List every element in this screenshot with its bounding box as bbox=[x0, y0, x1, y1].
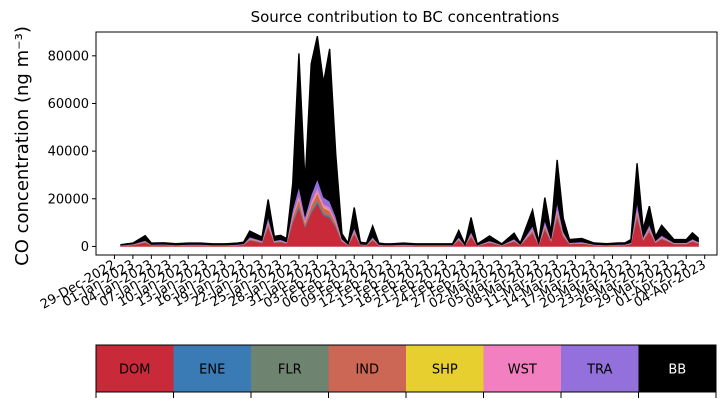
legend-label-tra: TRA bbox=[586, 363, 612, 378]
area-series-bb bbox=[120, 36, 699, 246]
legend-label-wst: WST bbox=[508, 363, 537, 378]
y-tick-label: 40000 bbox=[48, 145, 89, 160]
area-series-tra bbox=[120, 178, 699, 246]
y-tick-label: 0 bbox=[81, 240, 89, 255]
legend-colorbar: DOM ENE FLR IND SHP WST TRA BB bbox=[95, 344, 717, 398]
legend-label-ind: IND bbox=[355, 363, 379, 378]
area-series-dom bbox=[120, 202, 699, 247]
area-series-shp bbox=[120, 191, 699, 246]
area-series-ene bbox=[120, 201, 699, 247]
y-tick-label: 60000 bbox=[48, 97, 89, 112]
legend-swatch-shp bbox=[406, 345, 484, 392]
plot-area bbox=[120, 36, 700, 247]
y-axis-label: CO concentration (ng m⁻³) bbox=[12, 26, 33, 266]
legend-swatch-flr bbox=[251, 345, 329, 392]
legend-label-flr: FLR bbox=[278, 363, 302, 378]
area-series-ind bbox=[120, 192, 699, 247]
legend-swatch-wst bbox=[483, 345, 562, 392]
y-tick-label: 80000 bbox=[48, 49, 89, 64]
plot-frame bbox=[95, 31, 718, 256]
legend-swatch-ind bbox=[328, 345, 407, 392]
area-series-flr bbox=[120, 199, 699, 247]
legend-label-bb: BB bbox=[668, 363, 686, 378]
chart-title: Source contribution to BC concentrations bbox=[251, 8, 560, 26]
y-tick-label: 20000 bbox=[48, 192, 89, 207]
y-axis: 0 20000 40000 60000 80000 bbox=[48, 49, 96, 255]
legend-swatch-ene bbox=[173, 345, 252, 392]
area-series-wst bbox=[120, 187, 699, 246]
legend-swatch-tra bbox=[561, 345, 639, 392]
legend-label-dom: DOM bbox=[119, 363, 150, 378]
legend-label-ene: ENE bbox=[199, 363, 225, 378]
total-line bbox=[120, 36, 700, 247]
x-axis: 29-Dec-202201-Jan-202304-Jan-202307-Jan-… bbox=[38, 255, 709, 313]
legend-swatch-bb bbox=[638, 345, 717, 392]
legend-swatch-dom bbox=[96, 345, 174, 392]
legend-label-shp: SHP bbox=[432, 363, 458, 378]
